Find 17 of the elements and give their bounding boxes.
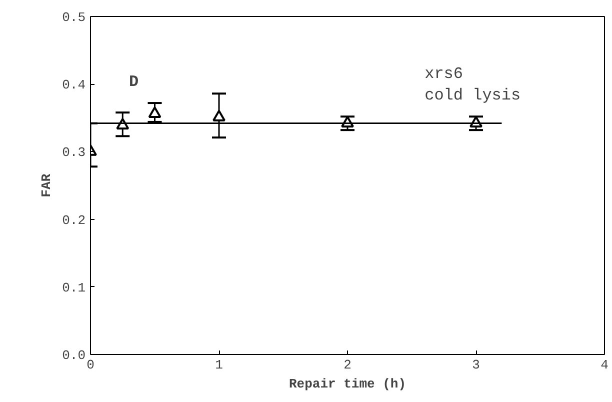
x-tick-label: 3: [472, 358, 480, 372]
y-tick-label: 0.2: [62, 212, 86, 228]
y-tick-label: 0.5: [62, 10, 86, 25]
y-tick-label: 0.3: [62, 145, 86, 160]
y-tick-label: 0.0: [62, 348, 86, 363]
x-tick-label: 4: [600, 358, 609, 372]
x-tick-label: 2: [344, 358, 352, 372]
y-tick-label: 0.4: [62, 78, 86, 93]
y-axis-title: FAR: [39, 174, 54, 198]
annotation: D: [129, 72, 139, 91]
x-tick-label: 1: [215, 358, 224, 372]
point: [212, 110, 226, 122]
annotation: xrs6 cold lysis: [424, 64, 521, 104]
x-tick-label: 0: [86, 358, 94, 372]
y-tick-label: 0.1: [62, 280, 86, 296]
x-axis-title: Repair time (h): [288, 376, 406, 392]
point: [148, 106, 162, 118]
